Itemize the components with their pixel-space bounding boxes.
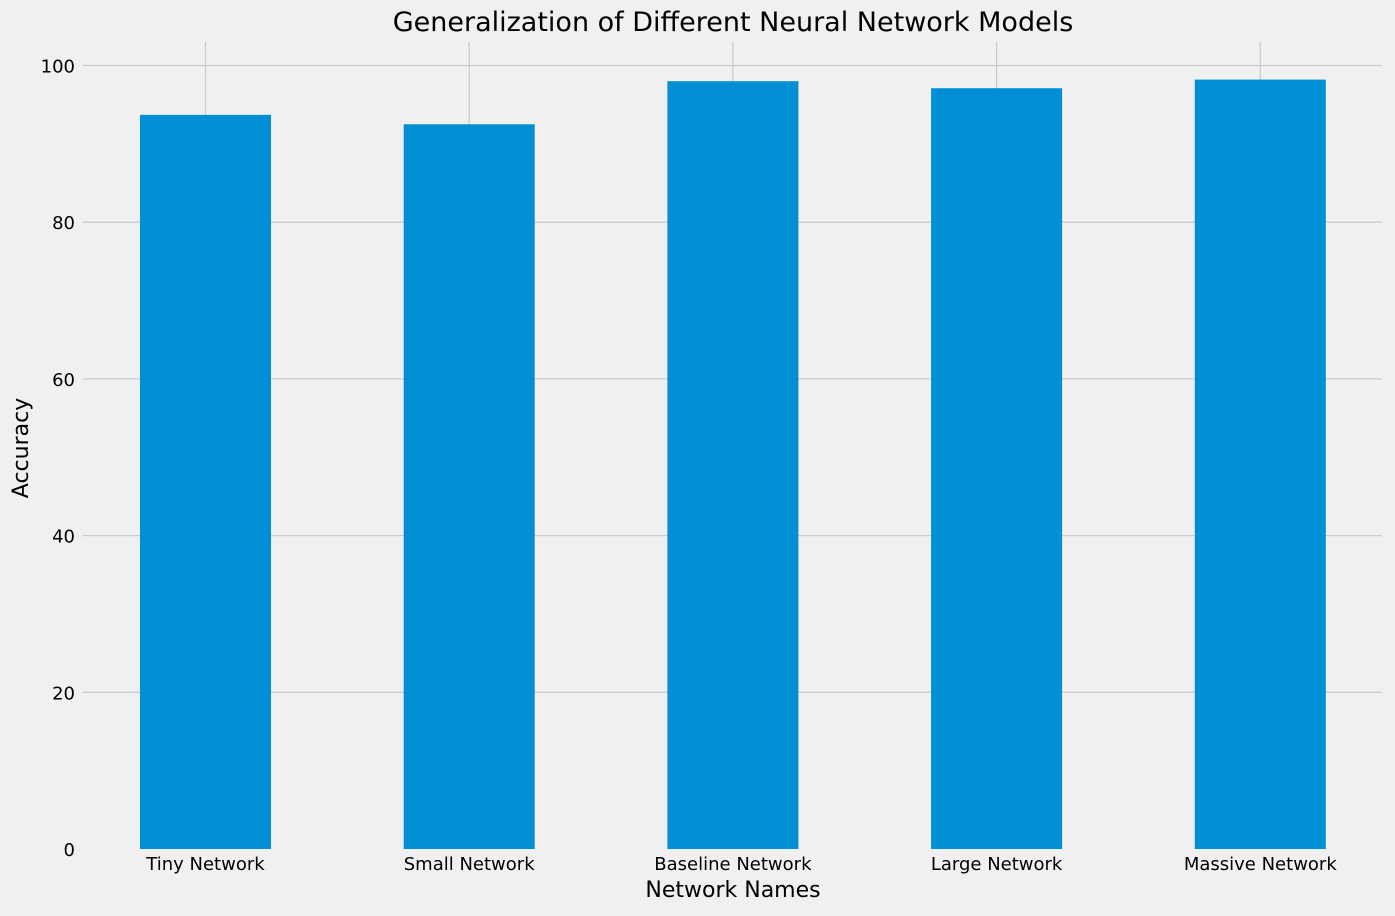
y-tick-label: 100	[41, 57, 75, 78]
bar	[931, 88, 1063, 850]
y-tick-labels: 0 20 40 60 80 100	[41, 57, 75, 861]
y-tick-label: 0	[64, 840, 75, 861]
chart-title: Generalization of Different Neural Netwo…	[393, 7, 1074, 38]
x-tick-label: Tiny Network	[145, 854, 265, 875]
x-tick-labels: Tiny Network Small Network Baseline Networ…	[145, 854, 1337, 875]
x-tick-label: Baseline Network	[654, 854, 812, 875]
bar	[140, 114, 271, 849]
y-tick-label: 80	[52, 213, 75, 234]
bars-layer	[140, 79, 1326, 850]
y-tick-label: 60	[52, 370, 75, 391]
y-tick-label: 40	[52, 527, 75, 548]
y-tick-label: 20	[52, 683, 75, 704]
bar	[403, 124, 535, 850]
y-axis-title: Accuracy	[9, 398, 34, 498]
bar	[1194, 79, 1326, 849]
x-axis-title: Network Names	[645, 878, 820, 903]
x-tick-label: Small Network	[404, 854, 535, 875]
bar	[667, 81, 799, 850]
x-tick-label: Large Network	[931, 854, 1063, 875]
x-tick-label: Massive Network	[1184, 854, 1337, 875]
